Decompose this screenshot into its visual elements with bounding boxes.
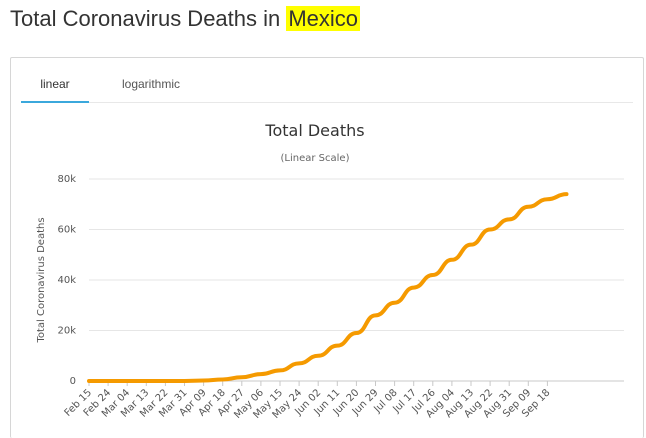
page-title: Total Coronavirus Deaths in Mexico — [10, 2, 361, 36]
chart-subtitle: (Linear Scale) — [281, 153, 350, 164]
scale-tabs: linear logarithmic — [21, 58, 633, 103]
series-layer — [87, 192, 569, 383]
y-tick-label: 40k — [57, 275, 76, 286]
y-tick-label: 20k — [57, 326, 76, 337]
tab-logarithmic[interactable]: logarithmic — [121, 77, 181, 91]
chart-title: Total Deaths — [264, 121, 364, 140]
gridlines — [89, 178, 624, 382]
deaths-line-chart: Total Deaths (Linear Scale) 0 20k 40k 60k 80… — [36, 121, 624, 421]
tab-linear[interactable]: linear — [21, 58, 89, 103]
y-axis-label: Total Coronavirus Deaths — [36, 217, 47, 343]
y-axis: 0 20k 40k 60k 80k — [57, 174, 76, 387]
series-line-total-deaths — [87, 192, 569, 383]
y-tick-label: 60k — [57, 225, 76, 236]
y-tick-label: 0 — [70, 376, 76, 387]
chart-card: linear logarithmic Total Deaths (Linear … — [10, 57, 644, 438]
page-title-country: Mexico — [286, 6, 361, 31]
page-title-prefix: Total Coronavirus Deaths in — [10, 6, 287, 31]
y-tick-label: 80k — [57, 174, 76, 185]
